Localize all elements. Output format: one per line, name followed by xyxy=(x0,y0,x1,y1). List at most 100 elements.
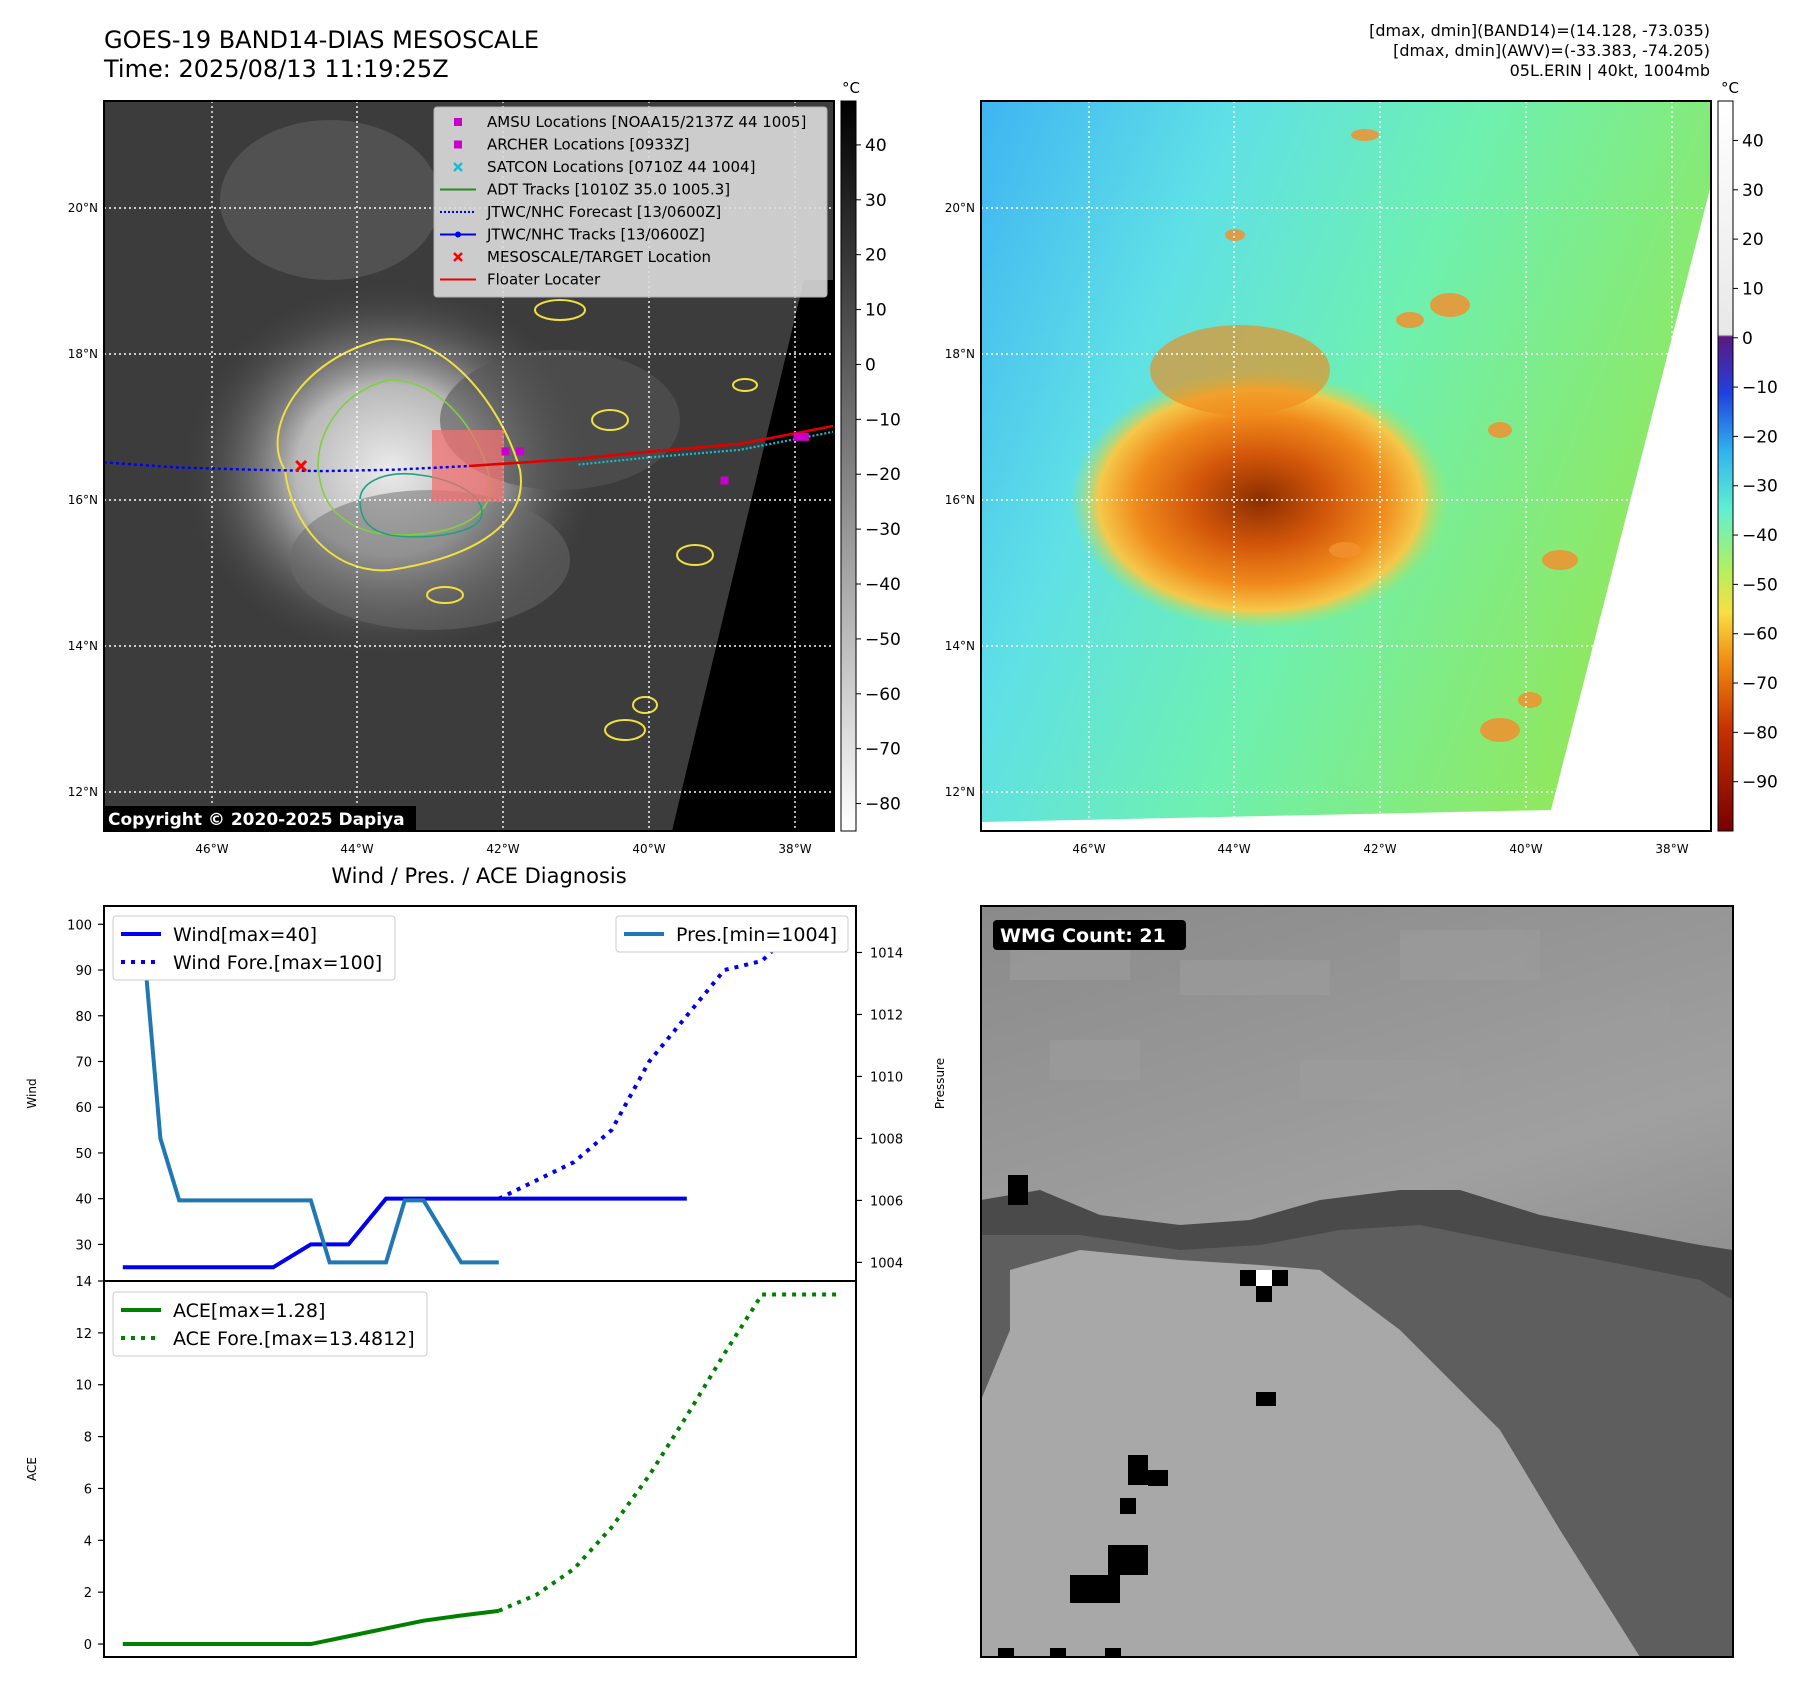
legend-item: SATCON Locations [0710Z 44 1004] xyxy=(453,158,755,176)
awv-cells xyxy=(1225,129,1578,742)
ir-frame xyxy=(103,100,835,832)
y-tick-label: 4 xyxy=(84,1534,92,1549)
colorbar-tick-label: −40 xyxy=(1742,526,1778,546)
y-tick-label: 2 xyxy=(84,1586,92,1601)
wmg-black-pixels xyxy=(998,1175,1288,1657)
awv-north-band xyxy=(1150,325,1330,415)
ir-axes: 20°N 18°N 16°N 14°N 12°N 46°W 44°W 42°W 40°W 38°W xyxy=(68,201,812,856)
wmg-count-badge xyxy=(993,920,1186,950)
y-tick-label: 10 xyxy=(75,1379,92,1394)
legend-label: JTWC/NHC Tracks [13/0600Z] xyxy=(486,226,705,244)
colorbar-tick-label: −80 xyxy=(1742,723,1778,743)
y2-tick-label: 1010 xyxy=(870,1070,903,1085)
ir-colorbar-unit: °C xyxy=(842,79,860,97)
lon-tick-label: 40°W xyxy=(1509,842,1542,856)
legend-item: ARCHER Locations [0933Z] xyxy=(454,136,690,154)
colorbar-tick-label: −60 xyxy=(1742,625,1778,645)
y-tick-label: 30 xyxy=(75,1238,92,1253)
legend-item: MESOSCALE/TARGET Location xyxy=(453,248,711,266)
info-line1: [dmax, dmin](BAND14)=(14.128, -73.035) xyxy=(1369,21,1710,40)
legend-label: ADT Tracks [1010Z 35.0 1005.3] xyxy=(487,181,730,199)
y-axis-label: Wind xyxy=(25,1078,39,1108)
legend-label: Floater Locater xyxy=(487,271,601,289)
y-tick-label: 14 xyxy=(75,1275,92,1290)
lon-tick-label: 46°W xyxy=(1072,842,1105,856)
y-tick-label: 50 xyxy=(75,1147,92,1162)
lon-tick-label: 40°W xyxy=(632,842,665,856)
y-tick-label: 80 xyxy=(75,1010,92,1025)
colorbar-tick-label: −80 xyxy=(865,795,901,815)
ir-cloud-north xyxy=(220,120,440,280)
lon-tick-label: 42°W xyxy=(1363,842,1396,856)
y2-axis-label: Pressure xyxy=(933,1058,947,1109)
legend-item: JTWC/NHC Tracks [13/0600Z] xyxy=(440,226,705,244)
colorbar-tick-label: 10 xyxy=(865,301,887,321)
lat-tick-label: 20°N xyxy=(68,201,98,215)
lat-tick-label: 12°N xyxy=(68,785,98,799)
colorbar-tick-label: −50 xyxy=(865,630,901,650)
ir-cloud-south xyxy=(290,490,570,630)
chart-legend-label: Wind Fore.[max=100] xyxy=(173,952,382,974)
lat-tick-label: 20°N xyxy=(945,201,975,215)
amsu-point xyxy=(516,447,525,456)
wmg-count-text: WMG Count: 21 xyxy=(1000,925,1166,947)
lon-tick-label: 38°W xyxy=(1655,842,1688,856)
lon-tick-label: 46°W xyxy=(195,842,228,856)
y-tick-label: 6 xyxy=(84,1482,92,1497)
ir-legend: AMSU Locations [NOAA15/2137Z 44 1005] ARC… xyxy=(433,106,828,298)
legend-item: JTWC/NHC Forecast [13/0600Z] xyxy=(440,203,721,221)
ir-nodata-wedge xyxy=(672,280,834,831)
wmg-white-pixel xyxy=(1256,1270,1272,1286)
amsu-point xyxy=(720,476,729,485)
legend-item: ADT Tracks [1010Z 35.0 1005.3] xyxy=(440,181,730,199)
chart-legend: ACE[max=1.28] ACE Fore.[max=13.4812] xyxy=(112,1291,428,1357)
colorbar-tick-label: −10 xyxy=(1742,378,1778,398)
main-title-line2: Time: 2025/08/13 11:19:25Z xyxy=(104,55,449,83)
lon-tick-label: 38°W xyxy=(778,842,811,856)
colorbar-tick-label: −30 xyxy=(865,520,901,540)
colorbar-tick-label: 30 xyxy=(1742,181,1764,201)
colorbar-tick-label: −10 xyxy=(865,410,901,430)
y-tick-label: 90 xyxy=(75,964,92,979)
awv-storm-core xyxy=(1070,370,1450,630)
floater-box xyxy=(432,430,504,502)
chart-legend-label: ACE[max=1.28] xyxy=(173,1300,325,1322)
colorbar-tick-label: 20 xyxy=(1742,230,1764,250)
y2-tick-label: 1006 xyxy=(870,1194,903,1209)
lat-tick-label: 14°N xyxy=(945,639,975,653)
y-tick-label: 100 xyxy=(67,918,92,933)
lat-tick-label: 14°N xyxy=(68,639,98,653)
colorbar-tick-label: 30 xyxy=(865,191,887,211)
y-tick-label: 40 xyxy=(75,1193,92,1208)
y-tick-label: 0 xyxy=(84,1638,92,1653)
diagnosis-title: Wind / Pres. / ACE Diagnosis xyxy=(331,864,626,888)
lat-tick-label: 18°N xyxy=(68,347,98,361)
colorbar-tick-label: 40 xyxy=(1742,131,1764,151)
chart-legend-label: ACE Fore.[max=13.4812] xyxy=(173,1328,415,1350)
series-line xyxy=(122,919,499,1265)
info-line2: [dmax, dmin](AWV)=(-33.383, -74.205) xyxy=(1393,41,1710,60)
target-x xyxy=(295,459,308,473)
lat-tick-label: 18°N xyxy=(945,347,975,361)
colorbar-tick-label: 40 xyxy=(865,136,887,156)
wind-pressure-panel: 30 40 50 60 70 80 90 100 Wind 1004 1006 1008 1010 101… xyxy=(25,905,947,1282)
chart-legend: Wind[max=40] Wind Fore.[max=100] xyxy=(112,915,396,981)
y2-tick-label: 1012 xyxy=(870,1008,903,1023)
series-line xyxy=(498,1292,838,1613)
lat-tick-label: 16°N xyxy=(945,493,975,507)
colorbar-tick-label: 0 xyxy=(865,355,876,375)
floater-locater-track xyxy=(468,424,834,468)
lon-tick-label: 42°W xyxy=(486,842,519,856)
satcon-points xyxy=(578,430,834,466)
info-line3: 05L.ERIN | 40kt, 1004mb xyxy=(1509,61,1710,80)
lat-tick-label: 12°N xyxy=(945,785,975,799)
colorbar-tick-label: −20 xyxy=(865,465,901,485)
colorbar-tick-label: −40 xyxy=(865,575,901,595)
awv-panel xyxy=(981,101,1711,831)
legend-label: SATCON Locations [0710Z 44 1004] xyxy=(487,158,755,176)
main-title-line1: GOES-19 BAND14-DIAS MESOSCALE xyxy=(104,26,540,54)
y2-tick-label: 1014 xyxy=(870,946,903,961)
legend-label: JTWC/NHC Forecast [13/0600Z] xyxy=(486,203,721,221)
amsu-points xyxy=(501,432,809,485)
colorbar-tick-label: −90 xyxy=(1742,773,1778,793)
